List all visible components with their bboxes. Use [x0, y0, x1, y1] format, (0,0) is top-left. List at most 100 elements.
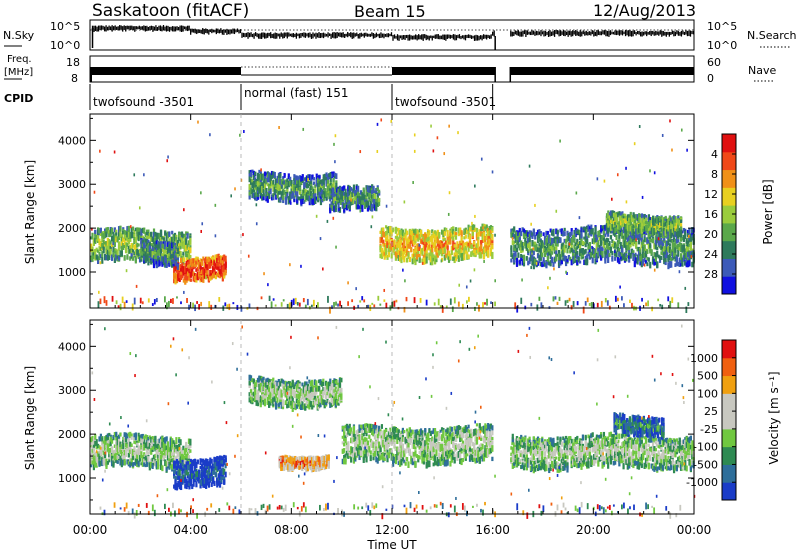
scatter-cell	[573, 255, 576, 262]
scatter-cell	[563, 255, 566, 262]
scatter-cell	[296, 183, 299, 188]
scatter-cell	[130, 242, 133, 248]
scatter-cell	[607, 257, 610, 263]
scatter-cell	[654, 218, 658, 223]
scatter-cell	[524, 237, 527, 242]
scatter-cell	[573, 230, 576, 236]
scatter-cell	[605, 213, 609, 218]
scatter-cell	[186, 267, 190, 274]
scatter-cell	[404, 234, 407, 241]
scatter-cell	[175, 239, 178, 246]
scatter-cell	[405, 243, 409, 250]
scatter-cell	[325, 172, 328, 177]
scatter-cell	[189, 254, 192, 259]
scatter-cell	[485, 251, 488, 257]
scatter-cell	[489, 239, 493, 244]
scatter-cell	[419, 229, 423, 237]
scatter-cell	[528, 236, 531, 242]
scatter-cell	[117, 226, 121, 233]
scatter-cell	[612, 240, 615, 247]
speckle-cell	[98, 290, 100, 294]
scatter-cell	[143, 230, 146, 234]
scatter-cell	[314, 194, 317, 201]
speckle-cell	[578, 216, 581, 220]
scatter-cell	[223, 265, 226, 273]
clutter-cell	[490, 301, 492, 304]
scatter-cell	[96, 249, 100, 253]
clutter-cell	[268, 295, 271, 302]
scatter-cell	[629, 236, 632, 243]
scatter-cell	[626, 247, 629, 251]
scatter-cell	[298, 196, 302, 201]
scatter-cell	[638, 221, 641, 226]
speckle-cell	[209, 133, 211, 137]
scatter-cell	[92, 252, 95, 259]
clutter-cell	[530, 302, 533, 307]
scatter-cell	[510, 252, 513, 258]
scatter-cell	[96, 257, 100, 265]
speckle-cell	[620, 256, 622, 260]
clutter-cell	[516, 305, 519, 313]
scatter-cell	[473, 240, 476, 245]
scatter-cell	[331, 191, 335, 197]
scatter-cell	[331, 205, 335, 211]
clutter-cell	[667, 296, 670, 302]
scatter-cell	[380, 251, 384, 256]
scatter-cell	[155, 232, 158, 238]
scatter-cell	[138, 231, 142, 236]
scatter-cell	[658, 258, 662, 263]
speckle-cell	[471, 221, 473, 225]
scatter-cell	[529, 250, 533, 257]
scatter-cell	[308, 181, 311, 187]
clutter-cell	[357, 304, 360, 309]
scatter-cell	[684, 254, 687, 260]
speckle-cell	[616, 173, 619, 177]
scatter-cell	[594, 248, 597, 256]
clutter-cell	[540, 302, 543, 308]
scatter-cell	[521, 255, 524, 259]
scatter-cell	[137, 243, 140, 247]
scatter-cell	[91, 254, 94, 260]
scatter-cell	[475, 243, 479, 249]
scatter-cell	[529, 254, 533, 261]
scatter-cell	[640, 213, 644, 217]
speckle-cell	[539, 239, 542, 243]
scatter-cell	[649, 230, 652, 234]
scatter-cell	[412, 250, 416, 254]
scatter-cell	[422, 236, 425, 242]
scatter-cell	[102, 243, 105, 250]
clutter-cell	[659, 303, 662, 307]
scatter-cell	[510, 245, 513, 250]
scatter-cell	[580, 248, 583, 254]
scatter-cell	[667, 255, 670, 261]
scatter-cell	[425, 242, 428, 248]
scatter-cell	[510, 228, 513, 235]
scatter-cell	[667, 225, 670, 230]
scatter-cell	[336, 188, 339, 193]
scatter-cell	[205, 272, 208, 280]
scatter-cell	[275, 178, 278, 184]
scatter-cell	[317, 186, 320, 192]
scatter-cell	[331, 187, 335, 193]
scatter-cell	[484, 241, 487, 247]
scatter-cell	[431, 252, 434, 260]
scatter-cell	[531, 260, 534, 266]
scatter-cell	[478, 246, 481, 252]
scatter-cell	[337, 198, 340, 205]
scatter-cell	[619, 215, 623, 221]
scatter-cell	[164, 255, 167, 263]
scatter-cell	[636, 216, 639, 221]
scatter-cell	[671, 216, 674, 220]
scatter-cell	[255, 186, 258, 193]
scatter-cell	[389, 236, 392, 241]
scatter-cell	[657, 218, 660, 226]
scatter-cell	[272, 185, 275, 192]
speckle-cell	[447, 212, 450, 216]
scatter-cell	[387, 241, 391, 248]
scatter-cell	[180, 264, 183, 269]
scatter-cell	[296, 194, 299, 200]
scatter-cell	[348, 204, 351, 210]
scatter-cell	[161, 248, 164, 252]
scatter-cell	[209, 269, 212, 277]
scatter-cell	[557, 253, 561, 260]
